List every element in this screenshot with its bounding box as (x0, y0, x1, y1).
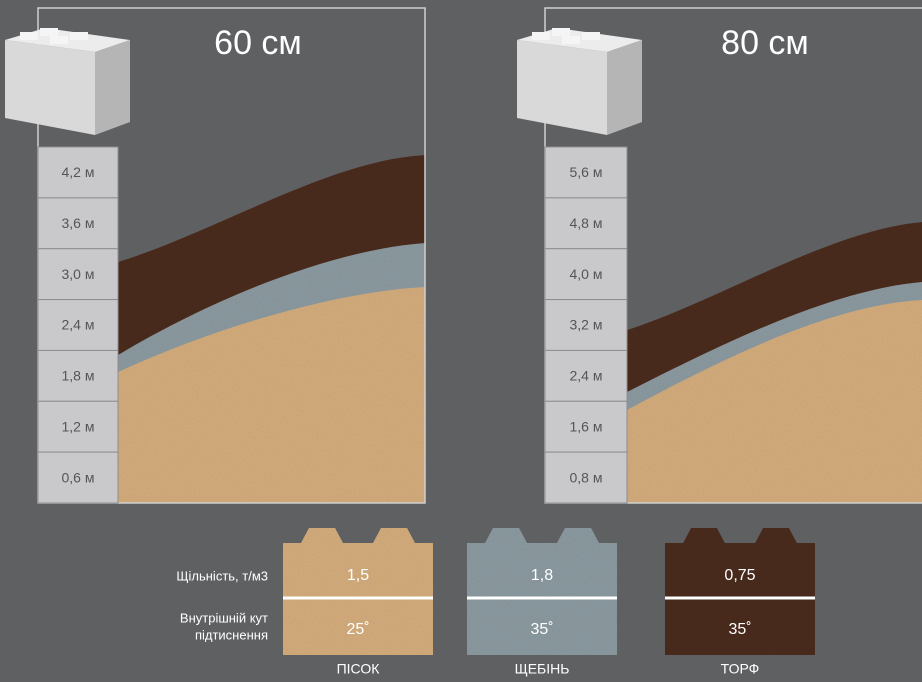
level-cell (544, 197, 628, 250)
level-label: 1,8 м (62, 368, 95, 384)
material-swatch (283, 528, 433, 655)
level-label: 4,8 м (570, 215, 603, 231)
angle-value: 25˚ (346, 621, 369, 638)
density-label: Щільність, т/м3 (176, 568, 268, 583)
density-value: 1,8 (531, 567, 553, 584)
level-label: 0,6 м (62, 469, 95, 485)
material-name: ЩЕБІНЬ (515, 661, 570, 677)
level-cell (37, 146, 119, 199)
level-cell (544, 349, 628, 402)
soil-layers (118, 155, 425, 503)
level-cell (37, 197, 119, 250)
level-label: 3,2 м (570, 317, 603, 333)
level-label: 5,6 м (570, 164, 603, 180)
material-name: ПІСОК (337, 661, 381, 677)
level-cell (37, 248, 119, 301)
soil-layers (627, 222, 922, 503)
angle-value: 35˚ (728, 621, 751, 638)
level-label: 1,6 м (570, 418, 603, 434)
level-cell (544, 451, 628, 504)
level-cell (544, 146, 628, 199)
level-label: 1,2 м (62, 418, 95, 434)
sand-layer (627, 300, 922, 503)
level-label: 3,0 м (62, 266, 95, 282)
panel-title: 80 см (721, 24, 809, 62)
level-cell (544, 248, 628, 301)
angle-value: 35˚ (530, 621, 553, 638)
level-label: 3,6 м (62, 215, 95, 231)
density-value: 0,75 (724, 567, 755, 584)
block-icon (5, 28, 130, 135)
material-swatch (665, 528, 815, 655)
level-cell (544, 400, 628, 453)
material-swatch (467, 528, 617, 655)
level-cell (37, 400, 119, 453)
block-icon (517, 28, 642, 135)
panel-title: 60 см (214, 24, 302, 62)
level-label: 4,0 м (570, 266, 603, 282)
level-label: 4,2 м (62, 164, 95, 180)
material-name: ТОРФ (721, 661, 760, 677)
sand-layer (118, 287, 425, 503)
angle-label: підтиснення (195, 627, 268, 642)
level-label: 0,8 м (570, 469, 603, 485)
angle-label: Внутрішній кут (180, 610, 268, 625)
level-label: 2,4 м (62, 317, 95, 333)
level-cell (544, 299, 628, 351)
density-value: 1,5 (347, 567, 369, 584)
level-label: 2,4 м (570, 368, 603, 384)
level-cell (37, 451, 119, 504)
